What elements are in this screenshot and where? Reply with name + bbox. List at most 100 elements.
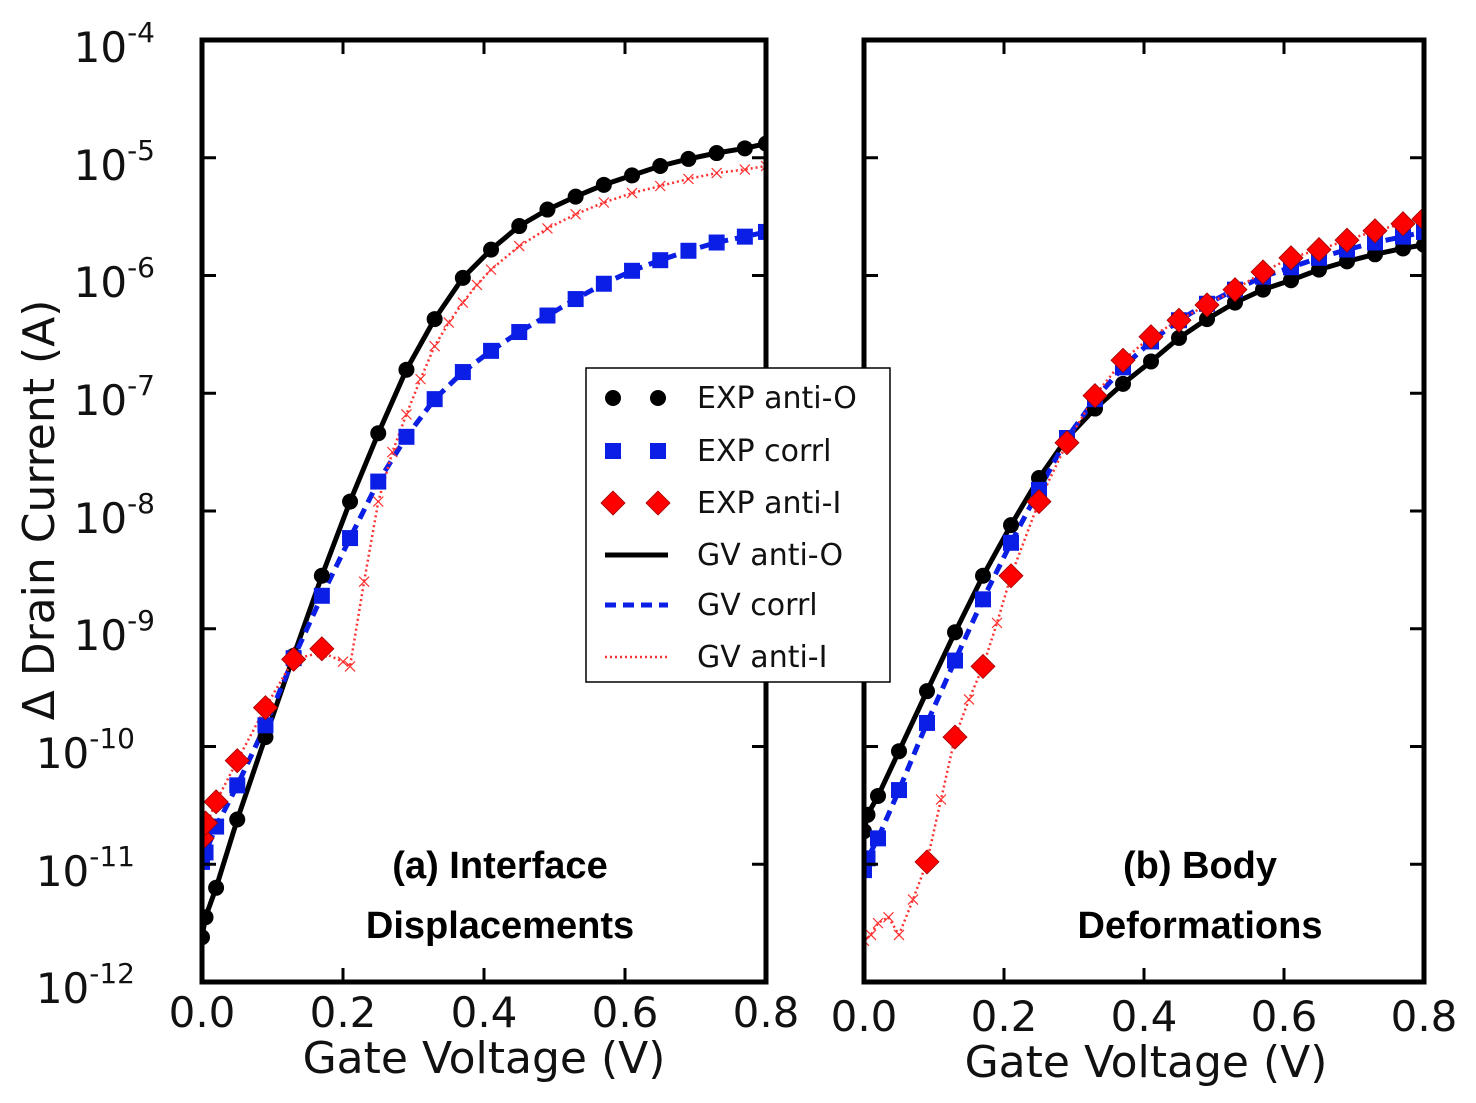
panel-a-ytick-label: 10-11 [36,840,135,896]
panel-a-exp-corrl-point [624,262,641,279]
panel-a-gv-anti-i-cross [471,279,483,291]
panel-a-xtick-label: 0.8 [733,988,800,1037]
panel-a-ytick-label: 10-8 [74,487,155,543]
panel-a-gv-anti-i-cross [711,167,723,179]
panel-a-exp-anti-o-point [680,150,697,167]
panel-a-exp-corrl-point [736,228,753,245]
panel-b-exp-corrl-point [864,862,872,879]
panel-a-gv-anti-i-cross [386,446,398,458]
panel-b-gv-anti-i-cross [935,794,947,805]
panel-b-gv-anti-i-cross [893,929,905,941]
panel-b-exp-anti-i-point [1138,324,1164,350]
panel-a-exp-anti-i-point [281,646,307,672]
panel-a-gv-anti-i-cross [401,409,412,420]
panel-a-exp-corrl-point [567,291,584,308]
panel-a-exp-anti-o-point [202,909,214,926]
panel-b-exp-anti-i-point [1110,347,1136,373]
panel-b-annotation-line1: (b) Body [1123,845,1277,887]
panel-a-exp-corrl-point [539,307,556,324]
panel-b-exp-anti-o-point [1255,281,1271,298]
panel-b-exp-anti-i-point [1222,277,1248,303]
panel-a-ytick-label: 10-12 [36,957,135,1013]
panel-a-exp-anti-o-point [454,269,471,286]
panel-b-xtick-label: 0.2 [971,992,1038,1041]
panel-b-exp-anti-o-point [975,567,991,584]
panel-b-exp-anti-o-point [891,743,907,760]
panel-a-exp-anti-o-point [229,811,246,828]
panel-a-exp-anti-o-point [398,361,415,378]
panel-b-exp-anti-i-point [1334,227,1360,253]
panel-a-exp-anti-o-point [736,140,753,157]
panel-b-gv-anti-i-cross [991,617,1003,629]
panel-a-gv-anti-i-cross [683,173,694,185]
panel-b-exp-anti-i-point [1082,383,1108,409]
panel-a-exp-anti-o-point [208,879,225,896]
panel-b-exp-corrl-point [919,714,935,731]
panel-b-exp-corrl-point [975,591,991,608]
panel-a-exp-anti-o-point [539,201,556,218]
legend-sample-exp-corrl [605,443,621,459]
panel-a-exp-corrl-point [426,391,443,408]
panel-b-exp-corrl-point [1416,223,1424,240]
legend-label: GV anti-O [697,538,843,573]
panel-b-plot-area [864,206,1424,947]
panel-a-exp-corrl-point [454,364,471,381]
panel-a-annotation-line2: Displacements [366,905,634,947]
panel-b-xtick-label: 0.0 [831,992,898,1041]
panel-a-gv-anti-i-cross [429,340,441,352]
panel-a-exp-corrl-point [511,324,528,341]
panel-a-ytick-label: 10-5 [74,134,155,190]
panel-b-gv-anti-i-cross [865,929,877,941]
panel-b-exp-corrl-point [870,830,886,847]
panel-b-exp-anti-o-point [1143,353,1159,370]
panel-a-exp-corrl-point [758,223,766,240]
panel-a-exp-anti-o-point [313,567,330,584]
panel-a-gv-anti-i-cross [654,180,666,192]
panel-a-exp-corrl-point [202,853,210,870]
panel-b-exp-anti-i-point [1411,206,1424,232]
legend-label: EXP anti-I [697,486,841,521]
panel-b-exp-anti-o-point [1171,329,1187,346]
panel-b-exp-anti-i-point [1026,489,1052,515]
panel-a-gv-anti-i-cross [443,317,455,329]
panel-a-xtick-label: 0.4 [451,988,518,1037]
panel-a-exp-corrl-point [229,777,246,794]
panel-b-x-axis-title: Gate Voltage (V) [965,1037,1328,1088]
panel-a-annotation-line1: (a) Interface [392,845,607,887]
panel-b-exp-anti-o-point [870,787,886,804]
panel-b-exp-anti-i-point [1166,307,1192,333]
panel-b-gv-anti-i-cross [883,911,894,923]
panel-b-exp-anti-o-point [1115,375,1131,392]
panel-a-x-axis-title: Gate Voltage (V) [303,1033,666,1084]
panel-b-exp-anti-i-point [942,724,968,750]
panel-a-exp-anti-o-point [652,157,669,174]
legend-sample-exp-anti-i [645,490,671,516]
panel-a-ytick-label: 10-9 [74,604,155,660]
panel-b: 0.0 0.2 0.4 0.6 0.8 Gate Voltage (V) (b)… [831,37,1458,1088]
panel-b-exp-corrl-point [1003,534,1019,551]
panel-b-exp-anti-i-point [970,653,996,679]
panel-a-gv-anti-i-cross [415,373,426,385]
panel-b-exp-corrl-point [1395,228,1411,245]
y-axis-title: Δ Drain Current (A) [14,300,65,721]
panel-a-ytick-label: 10-6 [74,251,155,307]
panel-a-exp-corrl-point [483,342,500,359]
panel-b-exp-anti-o-point [1003,517,1019,534]
panel-a-gv-anti-i-cross [337,656,349,668]
panel-b-exp-anti-o-point [1199,311,1215,328]
panel-a-exp-anti-i-point [224,748,250,774]
panel-a-exp-anti-i-point [203,789,229,815]
legend-label: EXP corrl [697,434,831,469]
panel-a-exp-anti-o-point [483,241,500,258]
panel-b-exp-anti-o-point [919,683,935,700]
panel-a-exp-corrl-point [313,587,330,604]
panel-a-exp-corrl-point [708,234,725,251]
panel-b-exp-corrl-point [864,850,876,867]
legend-box [585,367,891,683]
panel-a-gv-anti-i-cross [598,197,610,208]
panel-b-xtick-label: 0.8 [1391,992,1458,1041]
panel-a-ytick-label: 10-4 [74,16,155,72]
panel-b-gv-anti-i-cross [864,935,870,947]
panel-b-exp-anti-i-point [914,849,940,875]
panel-b-exp-anti-o-point [864,806,876,823]
